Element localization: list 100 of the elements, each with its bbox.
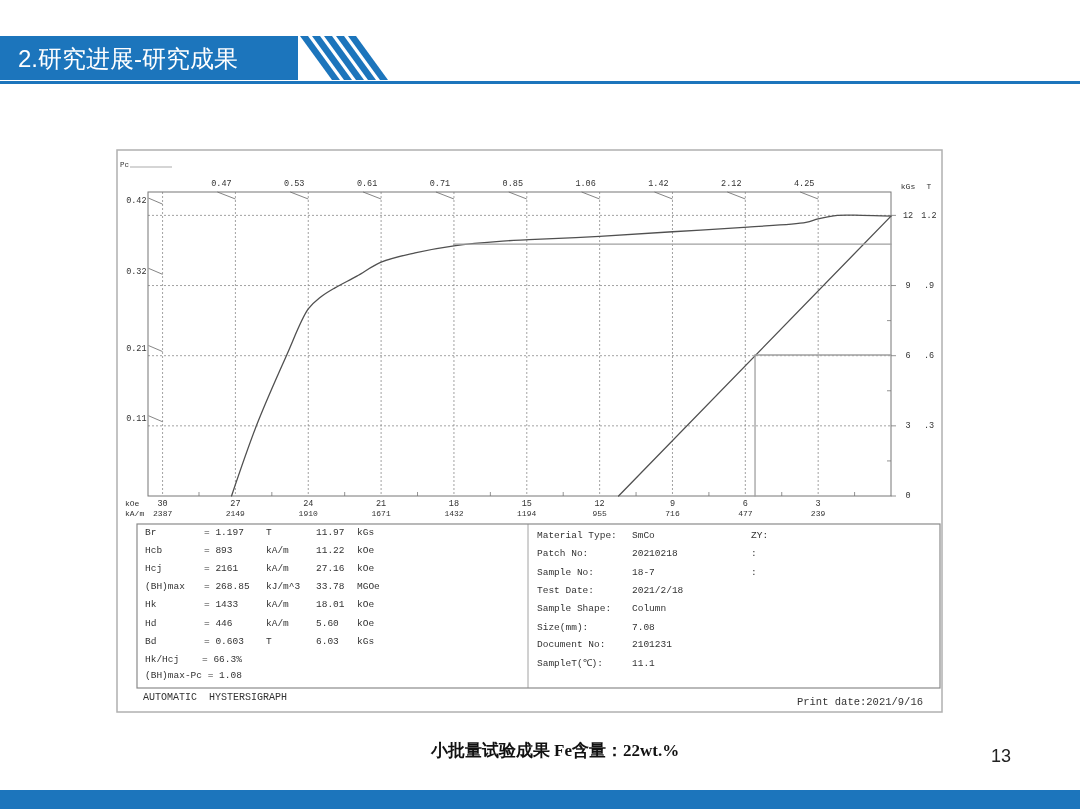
text: 11.1	[632, 657, 656, 669]
text: Br	[145, 526, 157, 538]
text: Sample No:	[537, 566, 595, 578]
x-tick-label: 6	[742, 499, 748, 510]
x-tick-label: 15	[521, 499, 532, 510]
text: 2.12	[721, 179, 742, 190]
text: 2021/2/18	[632, 584, 684, 596]
text: = 1433	[204, 598, 239, 610]
text: = 268.85	[204, 580, 250, 592]
x-tick-label: 3	[815, 499, 821, 510]
text: Hk/Hcj	[145, 653, 180, 665]
text: 0.53	[284, 179, 305, 190]
x-tick-label: 21	[376, 499, 387, 510]
text: 2101231	[632, 638, 673, 650]
x-tick-label: 18	[448, 499, 460, 510]
text: :	[751, 547, 757, 559]
y-tick-label: 3	[905, 421, 911, 432]
text: kA/m	[266, 598, 290, 610]
text: 0.61	[356, 179, 378, 190]
text: 33.78	[316, 580, 345, 592]
text: 18.01	[316, 598, 345, 610]
text: kA/m	[266, 617, 290, 629]
text: 0.47	[211, 179, 232, 190]
text: = 446	[204, 617, 233, 629]
text: kA/m	[266, 562, 290, 574]
x2-tick-label: 1432	[444, 509, 464, 519]
y-tick-label: 6	[905, 350, 911, 361]
text: Test Date:	[537, 584, 595, 596]
text: 18-7	[632, 566, 655, 578]
text: Material Type:	[537, 529, 617, 541]
text: 1.06	[575, 179, 596, 190]
text: kJ/m^3	[266, 580, 301, 592]
text: 20210218	[632, 547, 678, 559]
y2-tick-label: .9	[923, 280, 935, 291]
x2-tick-label: 1194	[517, 509, 537, 519]
x-tick-label: 12	[594, 499, 605, 510]
text: = 1.197	[204, 526, 244, 538]
y2-axis-title: T	[926, 182, 932, 192]
text: ZY:	[751, 529, 769, 541]
text: Hcb	[145, 544, 163, 556]
text: Hcj	[145, 562, 163, 574]
x2-axis-title: kA/m	[125, 509, 145, 519]
text: kGs	[357, 635, 375, 647]
text: 4.25	[793, 179, 815, 190]
x-tick-label: 9	[669, 499, 676, 510]
text: Hd	[145, 617, 157, 629]
text: = 2161	[204, 562, 239, 574]
text: = 893	[204, 544, 233, 556]
y2-tick-label: 1.2	[921, 210, 937, 221]
x2-tick-label: 716	[665, 509, 680, 519]
x2-tick-label: 477	[738, 509, 753, 519]
text: kOe	[357, 598, 375, 610]
x-tick-label: 24	[303, 499, 314, 510]
x-axis-title: kOe	[125, 499, 140, 509]
text: 1.42	[648, 179, 669, 190]
x2-tick-label: 239	[810, 509, 826, 519]
text: Print date:2021/9/16	[796, 695, 923, 708]
text: (BH)max	[145, 580, 186, 592]
text: Bd	[145, 635, 157, 647]
text: 6.03	[316, 635, 340, 647]
text: 7.08	[632, 621, 656, 633]
y-tick-label: 12	[902, 210, 914, 221]
y3-tick-label: 0.11	[126, 414, 147, 425]
text: kA/m	[266, 544, 290, 556]
text: T	[266, 526, 272, 538]
x2-tick-label: 1910	[298, 509, 318, 519]
text: kGs	[357, 526, 375, 538]
x-tick-label: 30	[157, 499, 168, 510]
text: MGOe	[357, 580, 381, 592]
text: Document No:	[537, 638, 606, 650]
text: Size(mm):	[537, 621, 589, 633]
y3-tick-label: 0.42	[126, 196, 147, 207]
text: Sample Shape:	[537, 602, 612, 614]
y3-tick-label: 0.21	[126, 343, 147, 354]
text: kOe	[357, 544, 375, 556]
text: SampleT(℃):	[537, 657, 604, 669]
y2-tick-label: .3	[923, 421, 935, 432]
text: 小批量试验成果 Fe含量：22wt.%	[429, 740, 680, 760]
text: AUTOMATIC HYSTERSIGRAPH	[143, 691, 288, 703]
y2-tick-label: .6	[923, 350, 935, 361]
text: 11.22	[316, 544, 345, 556]
x2-tick-label: 2387	[153, 509, 173, 519]
y-tick-label: 9	[905, 280, 911, 291]
x-tick-label: 27	[230, 499, 241, 510]
text: 0.85	[502, 179, 523, 190]
chart-title: 2.研究进展-研究成果	[18, 45, 239, 72]
text: 13	[990, 745, 1012, 766]
x2-tick-label: 2149	[225, 509, 246, 519]
text: = 66.3%	[202, 653, 243, 665]
text: 27.16	[316, 562, 345, 574]
x2-tick-label: 1671	[371, 509, 391, 519]
text: Column	[632, 602, 667, 614]
text: Patch No:	[537, 547, 589, 559]
text: kOe	[357, 617, 375, 629]
y-axis-title: kGs	[900, 182, 916, 192]
text: 5.60	[316, 617, 340, 629]
text: (BH)max-Pc = 1.08	[145, 669, 243, 681]
text: SmCo	[632, 529, 656, 541]
text: = 0.603	[204, 635, 245, 647]
text: T	[266, 635, 272, 647]
